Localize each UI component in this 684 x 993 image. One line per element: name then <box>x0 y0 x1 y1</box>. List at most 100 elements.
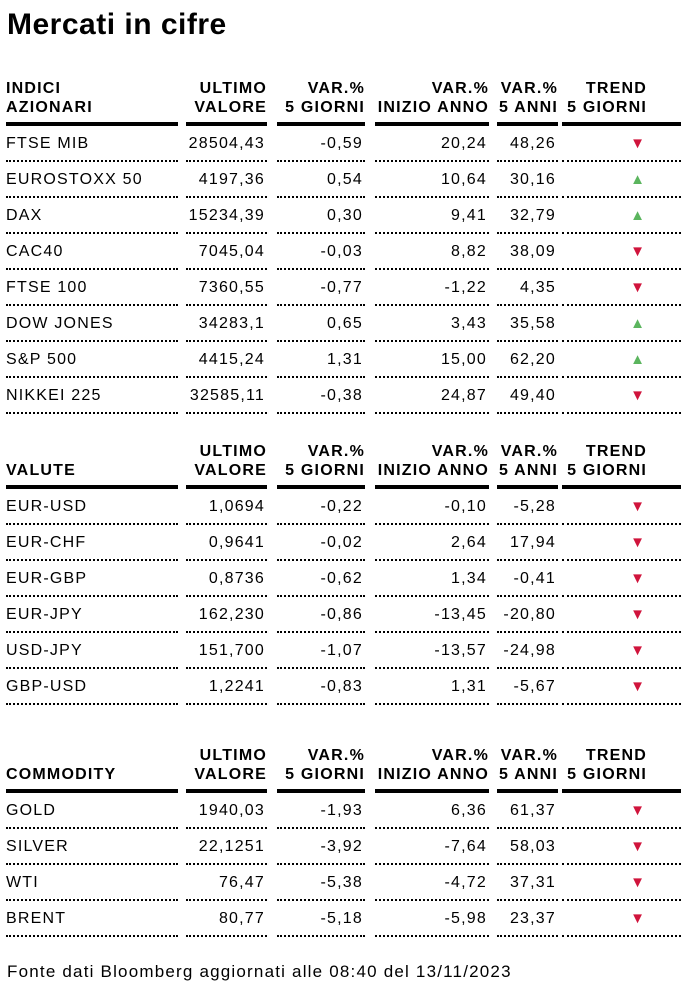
trend-down-icon: ▼ <box>630 838 645 855</box>
instrument-name: WTI <box>6 865 178 901</box>
var-5-anni-value: 17,94 <box>497 525 558 561</box>
header-table-title: VALUTE <box>6 461 178 489</box>
var-inizio-anno-value: 24,87 <box>375 378 489 414</box>
var-5-anni-value: -5,28 <box>497 489 558 525</box>
table-row: EUR-JPY 162,230 -0,86 -13,45 -20,80 ▼ <box>6 597 681 633</box>
var-inizio-anno-value: 6,36 <box>375 793 489 829</box>
trend-cell: ▼ <box>562 270 681 306</box>
instrument-name: USD-JPY <box>6 633 178 669</box>
instrument-name: GBP-USD <box>6 669 178 705</box>
header-line: 5 GIORNI <box>567 462 647 479</box>
header-line: VAR.% <box>307 443 365 460</box>
var-5-giorni-value: -0,22 <box>277 489 365 525</box>
instrument-name: DOW JONES <box>6 306 178 342</box>
header-line: TREND <box>585 80 647 97</box>
trend-cell: ▼ <box>562 633 681 669</box>
instrument-name: NIKKEI 225 <box>6 378 178 414</box>
trend-up-icon: ▲ <box>630 351 645 368</box>
page-title: Mercati in cifre <box>7 8 227 41</box>
var-5-giorni-value: -0,38 <box>277 378 365 414</box>
var-5-giorni-value: -0,83 <box>277 669 365 705</box>
table-header-row: COMMODITY ULTIMO VALORE VAR.% 5 GIORNI VAR… <box>6 746 681 793</box>
trend-down-icon: ▼ <box>630 874 645 891</box>
trend-cell: ▼ <box>562 561 681 597</box>
header-table-title: INDICI AZIONARI <box>6 79 178 126</box>
instrument-name: EUROSTOXX 50 <box>6 162 178 198</box>
trend-cell: ▼ <box>562 597 681 633</box>
trend-up-icon: ▲ <box>630 171 645 188</box>
ultimo-valore-value: 4415,24 <box>186 342 267 378</box>
trend-down-icon: ▼ <box>630 570 645 587</box>
var-5-giorni-value: 0,54 <box>277 162 365 198</box>
table-row: BRENT 80,77 -5,18 -5,98 23,37 ▼ <box>6 901 681 937</box>
var-inizio-anno-value: -5,98 <box>375 901 489 937</box>
table-row: EUR-USD 1,0694 -0,22 -0,10 -5,28 ▼ <box>6 489 681 525</box>
var-inizio-anno-value: 3,43 <box>375 306 489 342</box>
var-5-giorni-value: -0,86 <box>277 597 365 633</box>
trend-down-icon: ▼ <box>630 387 645 404</box>
header-line: INIZIO ANNO <box>377 99 489 116</box>
table-header-row: INDICI AZIONARI ULTIMO VALORE VAR.% 5 GIORN… <box>6 79 681 126</box>
header-var-inizio-anno: VAR.% INIZIO ANNO <box>375 746 489 793</box>
header-line: COMMODITY <box>6 766 117 783</box>
header-line: ULTIMO <box>199 747 267 764</box>
header-line: INDICI <box>6 80 62 97</box>
table-row: USD-JPY 151,700 -1,07 -13,57 -24,98 ▼ <box>6 633 681 669</box>
trend-cell: ▲ <box>562 306 681 342</box>
header-ultimo-valore: ULTIMO VALORE <box>186 746 267 793</box>
header-line: 5 GIORNI <box>567 766 647 783</box>
header-line: VAR.% <box>500 747 558 764</box>
var-5-giorni-value: 1,31 <box>277 342 365 378</box>
ultimo-valore-value: 80,77 <box>186 901 267 937</box>
trend-down-icon: ▼ <box>630 910 645 927</box>
trend-cell: ▼ <box>562 865 681 901</box>
table-row: WTI 76,47 -5,38 -4,72 37,31 ▼ <box>6 865 681 901</box>
ultimo-valore-value: 1,0694 <box>186 489 267 525</box>
header-var-5-anni: VAR.% 5 ANNI <box>497 746 558 793</box>
trend-down-icon: ▼ <box>630 606 645 623</box>
trend-cell: ▲ <box>562 198 681 234</box>
trend-down-icon: ▼ <box>630 642 645 659</box>
trend-down-icon: ▼ <box>630 534 645 551</box>
header-line: VAR.% <box>431 747 489 764</box>
instrument-name: EUR-USD <box>6 489 178 525</box>
header-line: VALORE <box>194 766 267 783</box>
header-line: TREND <box>585 747 647 764</box>
trend-down-icon: ▼ <box>630 243 645 260</box>
header-ultimo-valore: ULTIMO VALORE <box>186 442 267 489</box>
header-ultimo-valore: ULTIMO VALORE <box>186 79 267 126</box>
market-table-indici-azionari: INDICI AZIONARI ULTIMO VALORE VAR.% 5 GIORN… <box>6 79 681 414</box>
var-inizio-anno-value: -4,72 <box>375 865 489 901</box>
header-line: VAR.% <box>307 747 365 764</box>
var-5-giorni-value: -0,02 <box>277 525 365 561</box>
var-inizio-anno-value: 8,82 <box>375 234 489 270</box>
var-5-anni-value: 61,37 <box>497 793 558 829</box>
var-5-anni-value: 48,26 <box>497 126 558 162</box>
trend-down-icon: ▼ <box>630 802 645 819</box>
var-inizio-anno-value: 1,34 <box>375 561 489 597</box>
header-line: VALORE <box>194 462 267 479</box>
var-inizio-anno-value: -7,64 <box>375 829 489 865</box>
header-trend-5-giorni: TREND 5 GIORNI <box>562 79 681 126</box>
ultimo-valore-value: 1,2241 <box>186 669 267 705</box>
ultimo-valore-value: 0,9641 <box>186 525 267 561</box>
header-line: VAR.% <box>431 80 489 97</box>
ultimo-valore-value: 76,47 <box>186 865 267 901</box>
header-line: TREND <box>585 443 647 460</box>
var-5-anni-value: 49,40 <box>497 378 558 414</box>
trend-up-icon: ▲ <box>630 207 645 224</box>
table-row: DOW JONES 34283,1 0,65 3,43 35,58 ▲ <box>6 306 681 342</box>
header-var-inizio-anno: VAR.% INIZIO ANNO <box>375 442 489 489</box>
instrument-name: DAX <box>6 198 178 234</box>
trend-cell: ▼ <box>562 126 681 162</box>
trend-up-icon: ▲ <box>630 315 645 332</box>
header-line: VAR.% <box>500 80 558 97</box>
ultimo-valore-value: 1940,03 <box>186 793 267 829</box>
ultimo-valore-value: 162,230 <box>186 597 267 633</box>
ultimo-valore-value: 7045,04 <box>186 234 267 270</box>
var-5-anni-value: 35,58 <box>497 306 558 342</box>
var-inizio-anno-value: 15,00 <box>375 342 489 378</box>
trend-cell: ▼ <box>562 793 681 829</box>
var-5-giorni-value: 0,65 <box>277 306 365 342</box>
var-inizio-anno-value: -1,22 <box>375 270 489 306</box>
